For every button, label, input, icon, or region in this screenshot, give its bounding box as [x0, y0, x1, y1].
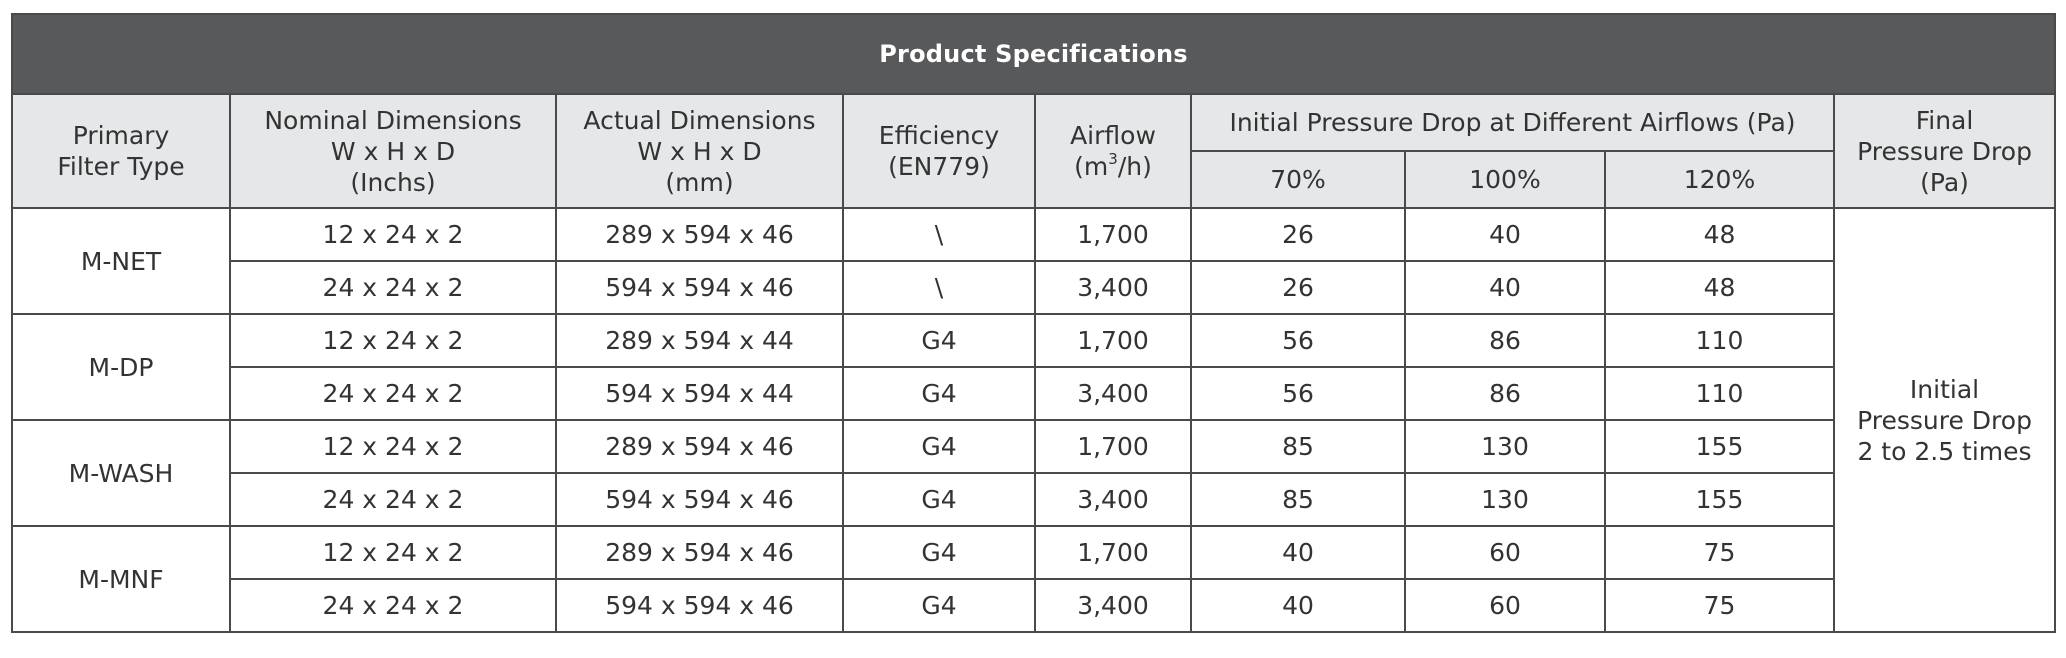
efficiency-cell: G4 — [842, 366, 1036, 421]
header-initial-pressure-drop: Initial Pressure Drop at Different Airfl… — [1190, 93, 1835, 152]
airflow-cell: 3,400 — [1034, 472, 1192, 527]
product-specifications-table: Product Specifications Primary Filter Ty… — [10, 13, 2057, 633]
actual-cell: 594 x 594 x 46 — [555, 260, 844, 315]
efficiency-cell: \ — [842, 207, 1036, 262]
nominal-cell: 12 x 24 x 2 — [229, 207, 557, 262]
filter-type-cell: M-WASH — [11, 419, 231, 527]
airflow-cell: 1,700 — [1034, 313, 1192, 368]
efficiency-cell: G4 — [842, 472, 1036, 527]
pressure-70-cell: 56 — [1190, 366, 1406, 421]
nominal-cell: 12 x 24 x 2 — [229, 525, 557, 580]
nominal-cell: 24 x 24 x 2 — [229, 578, 557, 633]
airflow-cell: 3,400 — [1034, 366, 1192, 421]
header-final-pressure-drop: Final Pressure Drop (Pa) — [1832, 93, 2057, 209]
final-pressure-drop-cell: Initial Pressure Drop 2 to 2.5 times — [1832, 207, 2057, 633]
pressure-70-cell: 85 — [1190, 419, 1406, 474]
airflow-cell: 1,700 — [1034, 525, 1192, 580]
header-airflow: Airflow (m3/h) — [1034, 93, 1192, 209]
nominal-cell: 24 x 24 x 2 — [229, 366, 557, 421]
nominal-cell: 12 x 24 x 2 — [229, 313, 557, 368]
nominal-cell: 24 x 24 x 2 — [229, 260, 557, 315]
filter-type-cell: M-DP — [11, 313, 231, 421]
actual-cell: 289 x 594 x 46 — [555, 419, 844, 474]
pressure-120-cell: 75 — [1604, 578, 1835, 633]
table-row: 24 x 24 x 2 594 x 594 x 46 G4 3,400 85 1… — [12, 472, 2055, 527]
header-airflow-120: 120% — [1604, 150, 1835, 209]
header-efficiency: Efficiency (EN779) — [842, 93, 1036, 209]
header-airflow-100: 100% — [1404, 150, 1606, 209]
pressure-120-cell: 110 — [1604, 313, 1835, 368]
header-nominal-dimensions: Nominal Dimensions W x H x D (Inchs) — [229, 93, 557, 209]
pressure-100-cell: 60 — [1404, 525, 1606, 580]
airflow-cell: 1,700 — [1034, 207, 1192, 262]
filter-type-cell: M-NET — [11, 207, 231, 315]
efficiency-cell: \ — [842, 260, 1036, 315]
pressure-120-cell: 48 — [1604, 260, 1835, 315]
efficiency-cell: G4 — [842, 525, 1036, 580]
pressure-70-cell: 56 — [1190, 313, 1406, 368]
table-row: 24 x 24 x 2 594 x 594 x 44 G4 3,400 56 8… — [12, 366, 2055, 421]
pressure-120-cell: 75 — [1604, 525, 1835, 580]
pressure-70-cell: 85 — [1190, 472, 1406, 527]
pressure-100-cell: 86 — [1404, 313, 1606, 368]
pressure-100-cell: 40 — [1404, 207, 1606, 262]
actual-cell: 289 x 594 x 46 — [555, 207, 844, 262]
airflow-cell: 1,700 — [1034, 419, 1192, 474]
pressure-100-cell: 60 — [1404, 578, 1606, 633]
pressure-100-cell: 130 — [1404, 472, 1606, 527]
airflow-cell: 3,400 — [1034, 578, 1192, 633]
efficiency-cell: G4 — [842, 313, 1036, 368]
table-title: Product Specifications — [10, 13, 2057, 95]
table-row: 24 x 24 x 2 594 x 594 x 46 \ 3,400 26 40… — [12, 260, 2055, 315]
pressure-120-cell: 155 — [1604, 472, 1835, 527]
table-row: M-NET 12 x 24 x 2 289 x 594 x 46 \ 1,700… — [11, 207, 2057, 633]
table-row: M-MNF 12 x 24 x 2 289 x 594 x 46 G4 1,70… — [11, 525, 2055, 633]
pressure-70-cell: 40 — [1190, 578, 1406, 633]
actual-cell: 594 x 594 x 46 — [555, 578, 844, 633]
header-primary-filter-type: Primary Filter Type — [11, 93, 231, 209]
pressure-120-cell: 110 — [1604, 366, 1835, 421]
table-row: 24 x 24 x 2 594 x 594 x 46 G4 3,400 40 6… — [12, 578, 2055, 633]
nominal-cell: 24 x 24 x 2 — [229, 472, 557, 527]
actual-cell: 594 x 594 x 44 — [555, 366, 844, 421]
pressure-70-cell: 26 — [1190, 207, 1406, 262]
nominal-cell: 12 x 24 x 2 — [229, 419, 557, 474]
header-airflow-70: 70% — [1190, 150, 1406, 209]
pressure-120-cell: 48 — [1604, 207, 1835, 262]
pressure-100-cell: 40 — [1404, 260, 1606, 315]
actual-cell: 289 x 594 x 46 — [555, 525, 844, 580]
pressure-100-cell: 130 — [1404, 419, 1606, 474]
actual-cell: 289 x 594 x 44 — [555, 313, 844, 368]
header-actual-dimensions: Actual Dimensions W x H x D (mm) — [555, 93, 844, 209]
pressure-120-cell: 155 — [1604, 419, 1835, 474]
pressure-70-cell: 40 — [1190, 525, 1406, 580]
actual-cell: 594 x 594 x 46 — [555, 472, 844, 527]
pressure-70-cell: 26 — [1190, 260, 1406, 315]
table-row: M-DP 12 x 24 x 2 289 x 594 x 44 G4 1,700… — [11, 313, 2055, 421]
filter-type-cell: M-MNF — [11, 525, 231, 633]
efficiency-cell: G4 — [842, 578, 1036, 633]
table-row: M-WASH 12 x 24 x 2 289 x 594 x 46 G4 1,7… — [11, 419, 2055, 527]
efficiency-cell: G4 — [842, 419, 1036, 474]
airflow-cell: 3,400 — [1034, 260, 1192, 315]
pressure-100-cell: 86 — [1404, 366, 1606, 421]
